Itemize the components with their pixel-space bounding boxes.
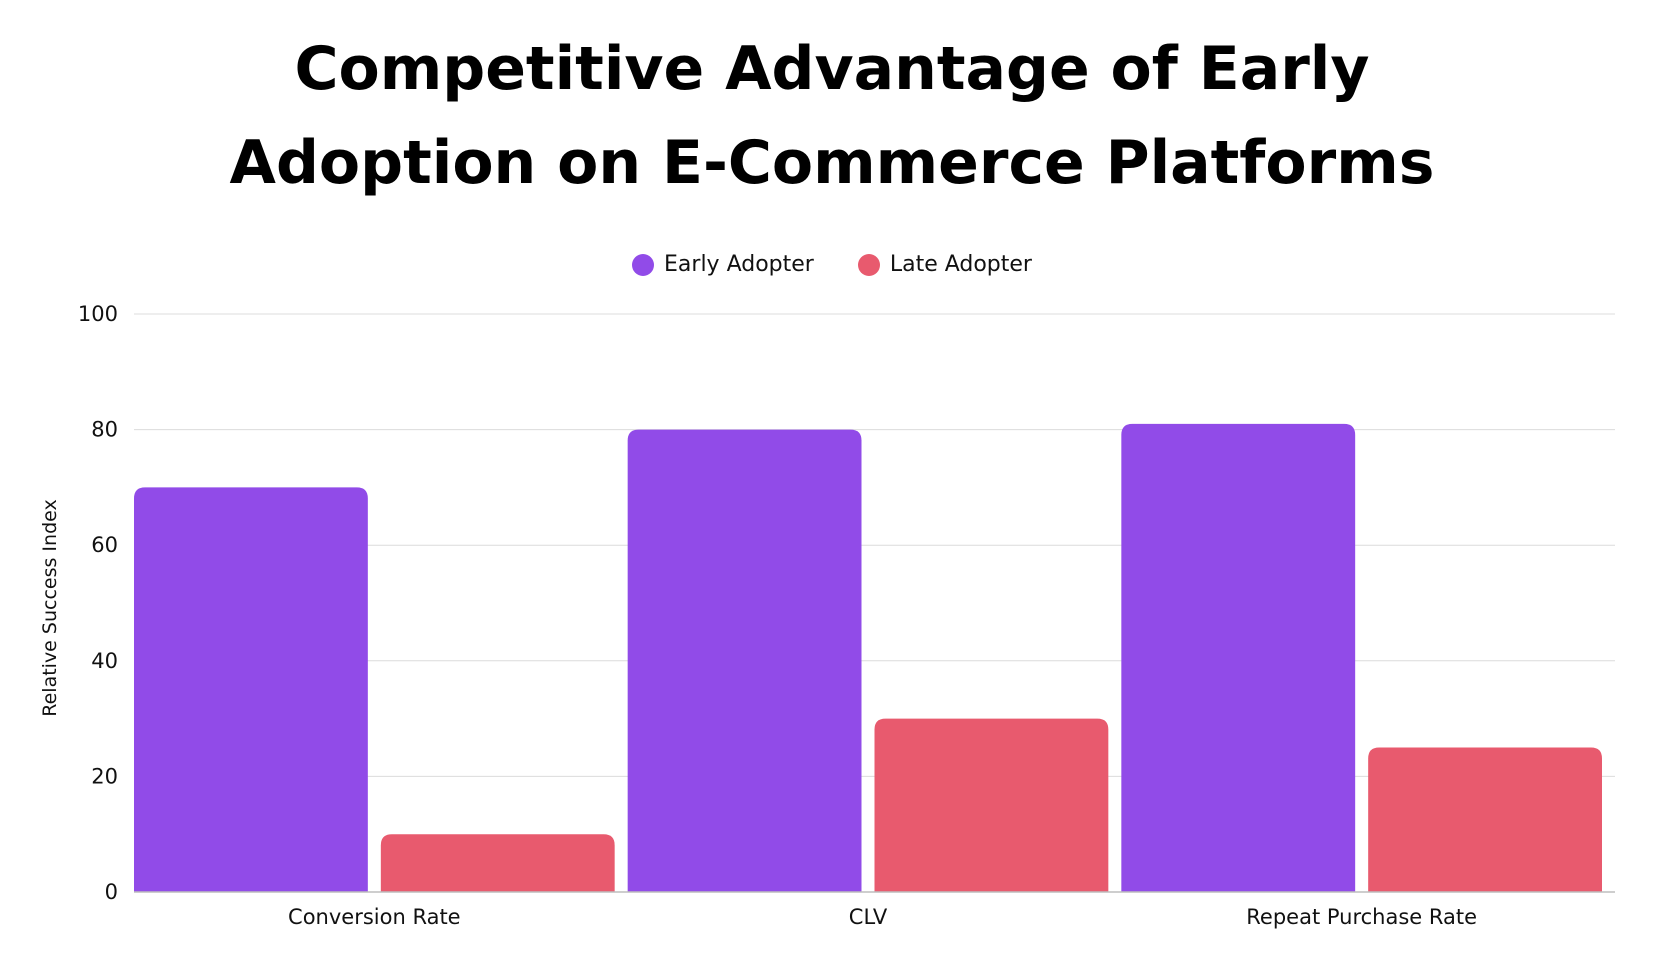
bar-early-adopter-conversion-rate — [134, 487, 368, 892]
bar-early-adopter-repeat-purchase-rate — [1121, 423, 1356, 892]
legend-label-early-adopter: Early Adopter — [664, 252, 814, 277]
y-axis-title: Relative Success Index — [39, 499, 61, 717]
y-tick-label: 80 — [91, 418, 118, 442]
y-tick-label: 20 — [91, 764, 118, 788]
chart-title: Competitive Advantage of Early Adoption … — [229, 34, 1435, 198]
y-tick-label: 100 — [78, 302, 118, 326]
bar-early-adopter-clv — [627, 429, 862, 892]
x-category-label: Repeat Purchase Rate — [1246, 905, 1477, 929]
legend-item-late-adopter: Late Adopter — [857, 252, 1032, 277]
legend-label-late-adopter: Late Adopter — [889, 252, 1032, 277]
bar-late-adopter-conversion-rate — [380, 834, 615, 892]
y-tick-label: 60 — [91, 533, 118, 557]
axes: 0 20 40 60 80 100 Conversion Rate CLV Repeat Pur… — [78, 302, 1615, 929]
bar-late-adopter-repeat-purchase-rate — [1368, 747, 1602, 892]
y-tick-label: 40 — [91, 649, 118, 673]
bars — [134, 423, 1602, 892]
legend-swatch-late-adopter — [857, 253, 880, 276]
x-category-label: Conversion Rate — [288, 905, 461, 929]
x-category-label: CLV — [849, 905, 888, 929]
y-tick-label: 0 — [105, 880, 118, 904]
legend-item-early-adopter: Early Adopter — [632, 252, 814, 277]
bar-late-adopter-clv — [874, 718, 1109, 892]
legend: Early Adopter Late Adopter — [0, 252, 1664, 277]
legend-swatch-early-adopter — [632, 253, 655, 276]
